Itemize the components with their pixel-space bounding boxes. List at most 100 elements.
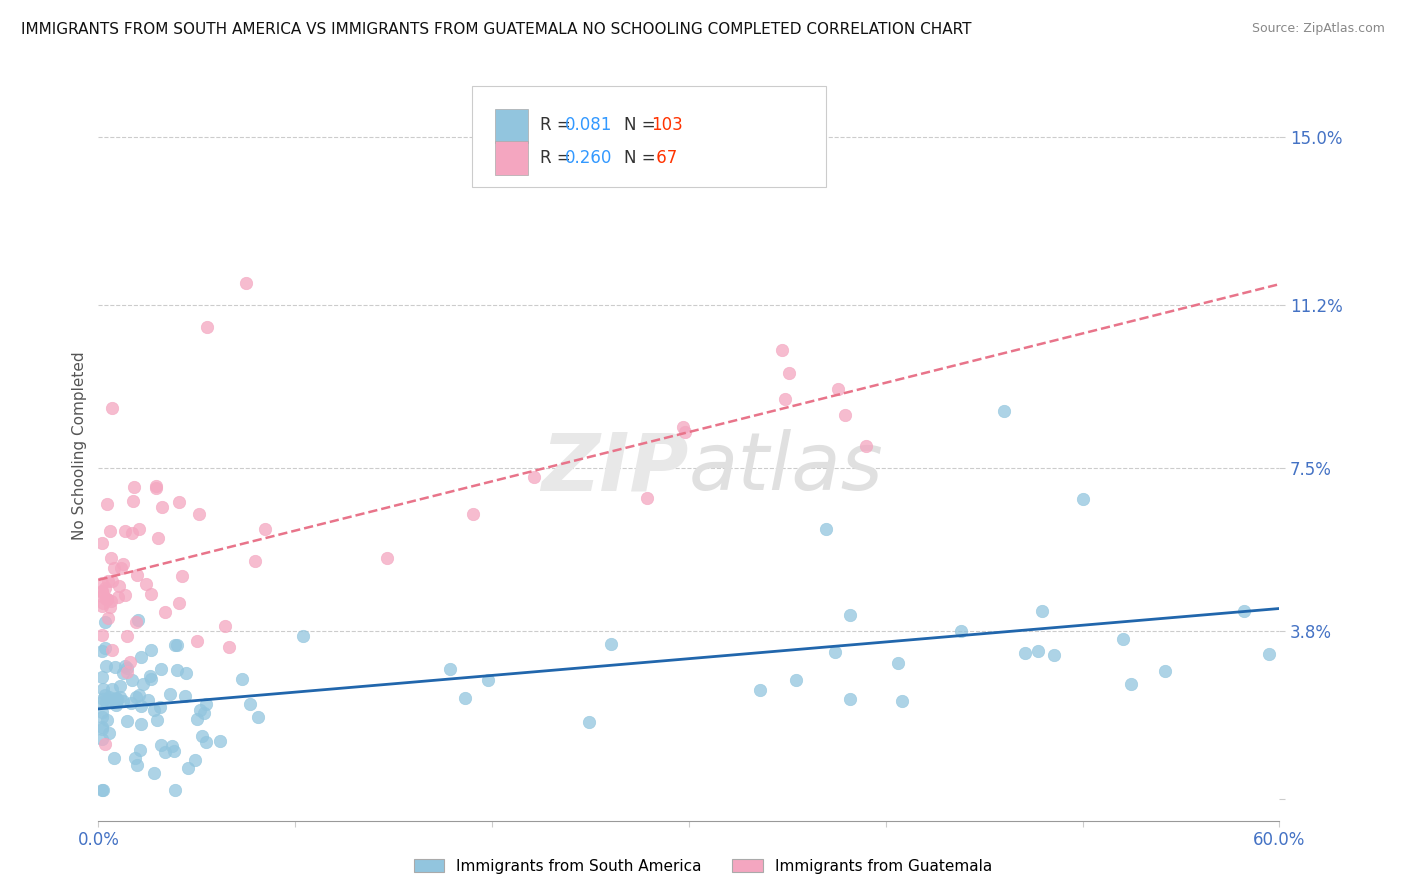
Point [105, 692, 128, 706]
Text: 0.260: 0.260 [565, 149, 612, 168]
Point [235, 276, 257, 290]
Point [108, 579, 131, 593]
Point [814, 522, 837, 536]
Point [91, 731, 114, 746]
Point [97, 726, 120, 740]
Point [770, 343, 793, 357]
Point [100, 681, 122, 696]
Point [167, 597, 190, 611]
Text: R =: R = [540, 149, 576, 168]
Point [98, 693, 121, 707]
Point [91, 670, 114, 684]
Point [132, 677, 155, 691]
Point [141, 587, 163, 601]
Point [246, 710, 269, 724]
Point [1031, 604, 1053, 618]
Point [153, 606, 176, 620]
Point [1042, 648, 1064, 662]
Point [1014, 646, 1036, 660]
Point [188, 507, 211, 521]
Point [1112, 632, 1135, 647]
Point [129, 699, 152, 714]
Text: 103: 103 [651, 116, 683, 135]
Point [887, 657, 910, 671]
Point [254, 522, 277, 536]
Point [461, 507, 484, 521]
Point [141, 673, 163, 687]
Point [231, 672, 253, 686]
Point [838, 692, 860, 706]
Point [94, 615, 117, 629]
Point [103, 561, 125, 575]
Point [292, 629, 315, 643]
Point [477, 673, 499, 687]
Point [91, 782, 114, 797]
Point [177, 761, 200, 775]
Point [124, 615, 146, 629]
Point [121, 673, 143, 688]
Point [193, 706, 215, 720]
Point [104, 660, 127, 674]
Point [146, 531, 169, 545]
Point [91, 710, 114, 724]
Point [91, 628, 114, 642]
Point [91, 596, 114, 610]
Point [104, 690, 127, 705]
Point [101, 401, 124, 415]
Point [139, 669, 162, 683]
Point [839, 608, 862, 623]
Point [93, 582, 115, 596]
Point [124, 481, 146, 495]
Point [186, 712, 208, 726]
Point [439, 662, 461, 676]
Point [94, 688, 117, 702]
Point [91, 682, 114, 697]
Point [127, 568, 149, 582]
Text: ZIP: ZIP [541, 429, 689, 508]
Point [950, 624, 973, 639]
Point [93, 641, 115, 656]
Point [834, 408, 856, 422]
Point [96, 497, 118, 511]
Point [209, 734, 232, 748]
Point [98, 600, 121, 615]
Point [115, 630, 138, 644]
Point [166, 638, 188, 652]
Point [100, 574, 122, 588]
Point [115, 661, 138, 675]
Point [145, 481, 167, 495]
Point [993, 403, 1015, 417]
Point [748, 682, 770, 697]
Point [124, 750, 146, 764]
Point [375, 551, 398, 566]
Text: 0.081: 0.081 [565, 116, 612, 135]
Point [167, 495, 190, 509]
Point [163, 638, 186, 652]
Point [108, 679, 131, 693]
Point [149, 738, 172, 752]
Point [91, 692, 114, 706]
Point [163, 782, 186, 797]
Point [118, 655, 141, 669]
Point [827, 382, 849, 396]
Point [127, 613, 149, 627]
Text: N =: N = [624, 116, 661, 135]
Point [174, 689, 197, 703]
Point [112, 557, 135, 571]
Text: N =: N = [624, 149, 661, 168]
Point [97, 574, 120, 589]
Point [120, 696, 142, 710]
Point [159, 687, 181, 701]
Point [778, 367, 800, 381]
Point [91, 575, 114, 590]
Point [96, 610, 118, 624]
Point [139, 642, 162, 657]
Point [94, 737, 117, 751]
Point [94, 592, 117, 607]
Point [600, 637, 623, 651]
Point [1154, 664, 1177, 678]
Point [127, 758, 149, 772]
Point [166, 663, 188, 677]
Point [91, 644, 114, 658]
Point [100, 593, 122, 607]
